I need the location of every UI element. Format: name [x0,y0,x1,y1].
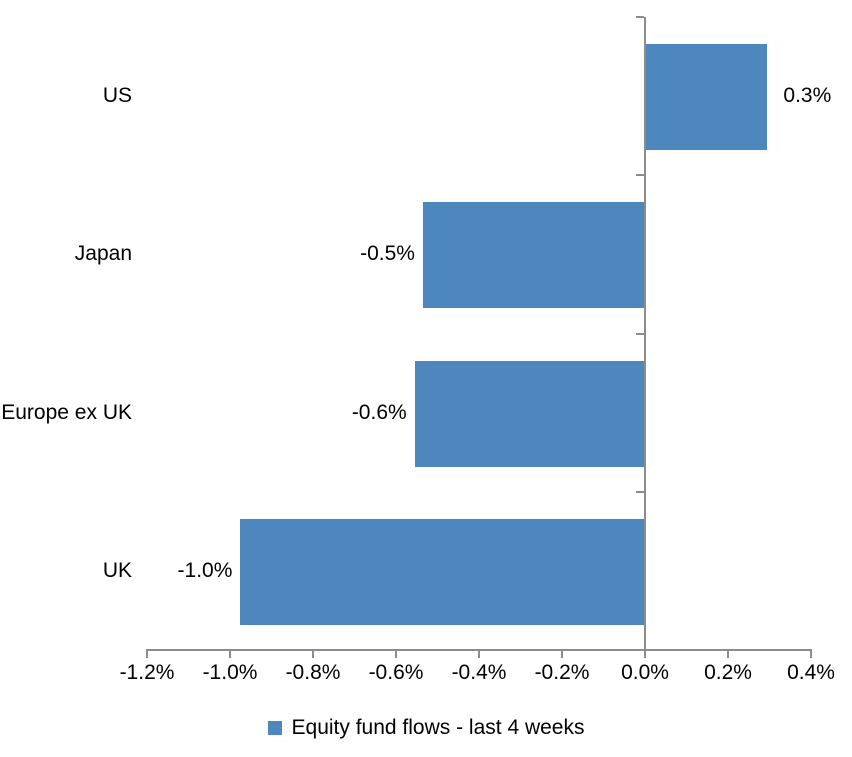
data-label: -1.0% [177,558,233,582]
value-axis-tick [229,649,231,658]
value-axis-tick-label: -0.8% [285,661,341,684]
value-axis-tick [395,649,397,658]
value-axis-tick [727,649,729,658]
value-axis-tick [312,649,314,658]
value-axis-tick-label: -0.2% [534,661,590,684]
category-label: US [102,84,132,108]
value-axis-tick-label: -0.6% [368,661,424,684]
bar-europe-ex-uk [414,360,645,467]
category-axis-line [644,17,646,651]
value-axis-tick-label: 0.2% [704,661,752,684]
value-axis-tick-label: -0.4% [451,661,507,684]
data-label: -0.5% [360,242,415,266]
category-label: Europe ex UK [1,400,132,424]
value-axis-tick-label: 0.4% [787,661,835,684]
value-axis-tick [146,649,148,658]
value-axis-tick [478,649,480,658]
value-axis-tick [810,649,812,658]
category-axis-tick [636,332,644,335]
category-axis-tick [636,490,644,493]
value-axis-tick [644,649,646,658]
bar-japan [422,202,645,309]
category-axis-tick [636,174,644,177]
legend-series-label: Equity fund flows - last 4 weeks [291,716,585,739]
category-label: Japan [74,242,132,266]
bar-uk [240,518,645,625]
data-label: -0.6% [351,400,407,424]
value-axis-tick-label: 0.0% [621,661,669,684]
category-axis-tick [636,16,644,18]
value-axis-tick-label: -1.0% [202,661,258,684]
legend-series-marker-icon [267,721,282,735]
category-label: UK [102,558,132,582]
value-axis-tick-label: -1.2% [119,661,175,684]
data-label: 0.3% [783,84,832,108]
chart-legend: Equity fund flows - last 4 weeks [0,716,852,740]
bar-us [645,44,768,150]
value-axis-tick [561,649,563,658]
